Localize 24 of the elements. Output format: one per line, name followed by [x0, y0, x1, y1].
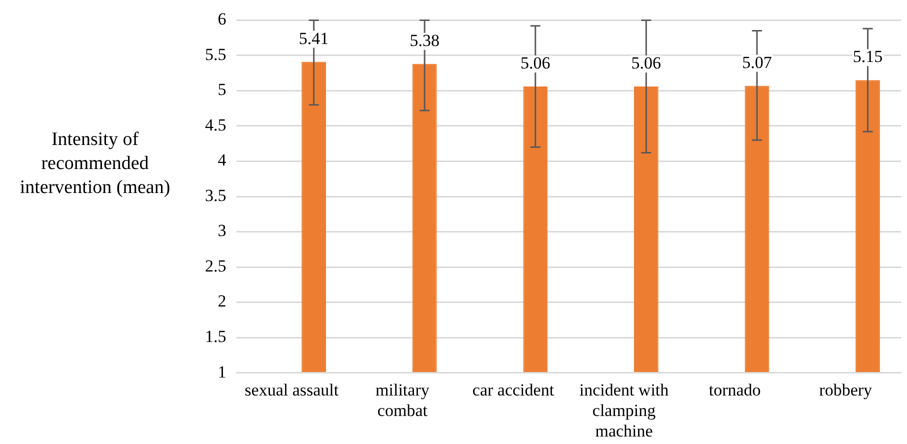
x-tick-label: tornado [708, 380, 761, 400]
x-tick-label: sexual assault [244, 380, 339, 400]
y-tick-label: 2 [218, 292, 226, 311]
x-tick-label: incident with clamping machine [579, 380, 670, 440]
y-tick-label: 4 [218, 150, 227, 170]
y-tick-label: 5 [218, 80, 226, 100]
y-tick-label: 3 [218, 221, 226, 240]
data-label: 5.06 [631, 53, 662, 72]
y-tick-label: 3.5 [205, 186, 226, 205]
x-tick-label: robbery [819, 380, 873, 400]
data-label: 5.38 [410, 30, 440, 50]
data-label: 5.15 [852, 47, 883, 66]
y-tick-label: 5.5 [205, 44, 226, 64]
y-axis-title: Intensity of recommended intervention (mean) [18, 128, 172, 200]
y-tick-label: 4.5 [205, 115, 226, 134]
x-tick-label: car accident [472, 380, 554, 400]
data-label: 5.41 [298, 28, 329, 48]
y-tick-label: 1.5 [205, 327, 226, 346]
y-tick-label: 1 [218, 362, 226, 382]
y-tick-label: 2.5 [205, 256, 226, 276]
data-label: 5.07 [742, 52, 772, 72]
y-tick-label: 6 [218, 10, 226, 29]
data-label: 5.06 [520, 53, 550, 72]
x-tick-label: military combat [376, 380, 430, 420]
